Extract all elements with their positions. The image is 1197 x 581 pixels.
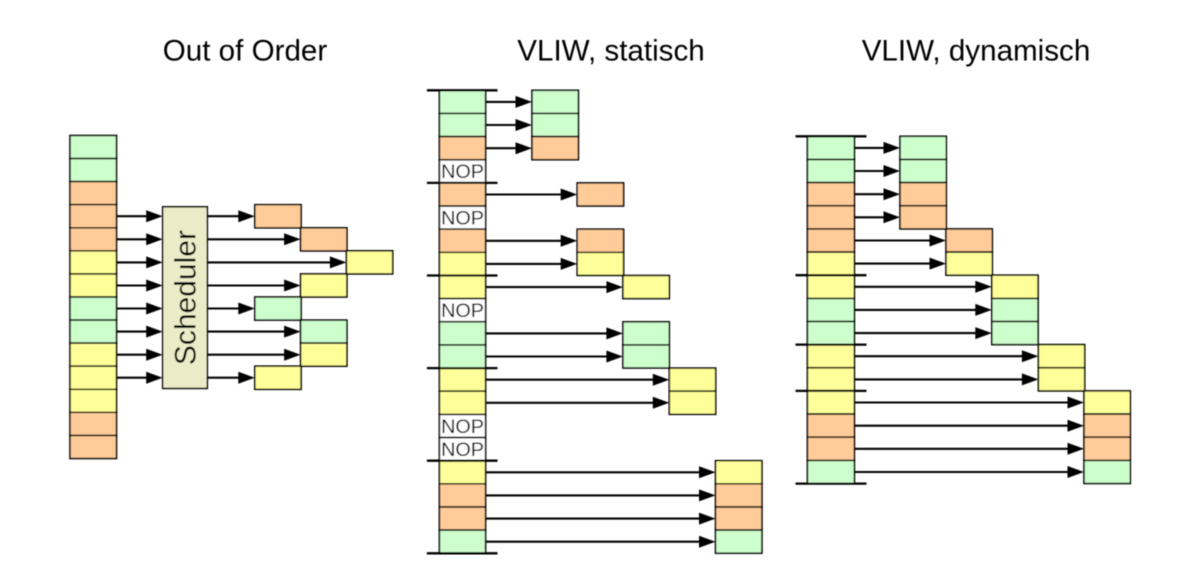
svg-text:Scheduler: Scheduler [170, 230, 203, 365]
svg-text:NOP: NOP [441, 161, 484, 183]
svg-text:VLIW, statisch: VLIW, statisch [517, 35, 705, 68]
svg-text:NOP: NOP [441, 207, 484, 229]
svg-text:NOP: NOP [441, 439, 484, 461]
svg-text:VLIW, dynamisch: VLIW, dynamisch [862, 35, 1091, 68]
svg-text:NOP: NOP [441, 300, 484, 322]
svg-text:Out of Order: Out of Order [163, 35, 328, 68]
svg-text:NOP: NOP [441, 416, 484, 438]
